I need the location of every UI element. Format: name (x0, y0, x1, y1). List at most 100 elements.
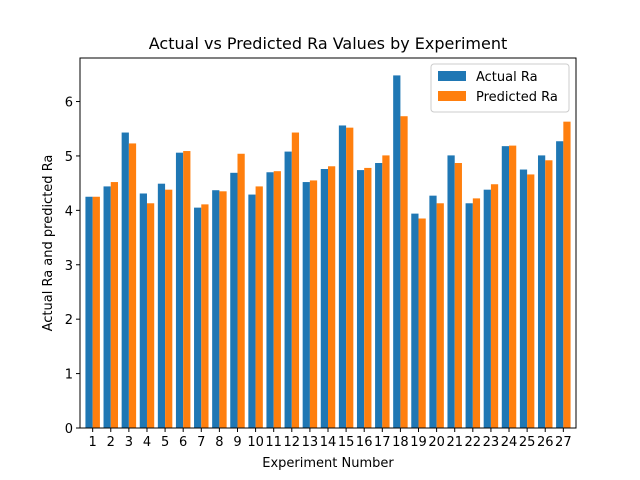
x-tick-label: 19 (410, 435, 427, 450)
bar-predicted-14 (328, 166, 336, 428)
bar-actual-9 (230, 172, 238, 428)
bar-predicted-21 (454, 163, 462, 428)
x-tick-label: 7 (197, 435, 205, 450)
bar-predicted-24 (509, 145, 517, 428)
x-tick-label: 24 (501, 435, 518, 450)
y-axis: 0 1 2 3 4 5 6 (65, 96, 80, 437)
x-tick-label: 18 (392, 435, 409, 450)
bar-predicted-15 (346, 127, 354, 429)
legend-swatch-1 (438, 91, 466, 101)
bar-predicted-12 (291, 132, 300, 429)
bar-predicted-23 (490, 184, 499, 428)
x-tick-label: 13 (302, 435, 319, 450)
bar-predicted-27 (563, 121, 571, 428)
bar-actual-6 (175, 152, 184, 428)
bar-actual-13 (302, 182, 310, 428)
bar-actual-16 (356, 170, 365, 428)
legend-label-0: Actual Ra (476, 70, 538, 85)
legend-label-1: Predicted Ra (476, 90, 558, 105)
bar-predicted-19 (418, 218, 426, 428)
bar-predicted-5 (165, 189, 173, 428)
legend-swatch-0 (438, 71, 466, 81)
y-tick-label: 0 (65, 422, 73, 437)
x-tick-label: 14 (320, 435, 337, 450)
bar-predicted-10 (255, 186, 263, 428)
bar-predicted-4 (146, 203, 155, 428)
y-tick-label: 4 (65, 204, 73, 219)
bar-actual-3 (121, 132, 129, 429)
bar-actual-15 (338, 125, 347, 428)
x-tick-label: 1 (89, 435, 97, 450)
bar-actual-10 (248, 194, 256, 428)
y-tick-label: 3 (65, 259, 73, 274)
x-tick-label: 15 (338, 435, 355, 450)
bar-actual-2 (103, 186, 111, 428)
bar-actual-14 (320, 169, 328, 428)
x-tick-label: 9 (233, 435, 241, 450)
bar-predicted-17 (382, 155, 390, 428)
x-tick-label: 25 (519, 435, 536, 450)
chart-title: Actual vs Predicted Ra Values by Experim… (149, 34, 507, 53)
bars-layer (85, 75, 571, 429)
x-tick-label: 2 (107, 435, 115, 450)
x-tick-label: 4 (143, 435, 151, 450)
x-tick-label: 3 (125, 435, 133, 450)
x-tick-label: 23 (483, 435, 500, 450)
x-tick-label: 5 (161, 435, 169, 450)
bar-actual-19 (411, 213, 419, 428)
bar-predicted-9 (237, 153, 245, 428)
bar-predicted-26 (545, 160, 553, 429)
y-tick-label: 2 (65, 313, 73, 328)
x-tick-label: 27 (555, 435, 572, 450)
bar-actual-4 (139, 193, 147, 428)
bar-actual-24 (501, 146, 510, 428)
bar-actual-12 (284, 151, 292, 428)
bar-actual-20 (429, 195, 437, 428)
bar-predicted-25 (527, 174, 535, 428)
bar-predicted-1 (92, 196, 100, 428)
x-tick-label: 8 (215, 435, 223, 450)
legend: Actual Ra Predicted Ra (430, 63, 570, 113)
bar-actual-27 (556, 141, 564, 428)
bar-predicted-6 (183, 151, 191, 429)
x-axis-title: Experiment Number (262, 456, 394, 471)
x-tick-label: 26 (537, 435, 554, 450)
bar-actual-23 (483, 189, 491, 428)
bar-actual-7 (194, 207, 202, 428)
bar-predicted-2 (110, 182, 119, 428)
y-tick-label: 1 (65, 368, 73, 383)
x-axis: 1 2 3 4 5 6 7 8 9 10 11 12 13 14 15 16 17 18 19 20 21 22 23 24 2… (89, 428, 572, 450)
bar-predicted-11 (273, 171, 281, 428)
bar-actual-22 (465, 203, 473, 428)
bar-actual-1 (85, 196, 93, 428)
x-tick-label: 17 (374, 435, 391, 450)
bar-actual-8 (212, 190, 220, 428)
bar-actual-21 (447, 155, 455, 428)
bar-actual-26 (537, 155, 546, 428)
x-tick-label: 12 (284, 435, 301, 450)
x-tick-label: 20 (428, 435, 445, 450)
x-tick-label: 16 (356, 435, 373, 450)
bar-predicted-16 (364, 167, 372, 428)
bar-actual-5 (157, 183, 166, 428)
bar-actual-17 (375, 163, 383, 428)
y-tick-label: 5 (65, 150, 73, 165)
x-tick-label: 10 (247, 435, 264, 450)
x-tick-label: 6 (179, 435, 187, 450)
bar-actual-11 (266, 172, 274, 428)
bar-predicted-8 (219, 191, 227, 428)
x-tick-label: 11 (265, 435, 282, 450)
x-tick-label: 22 (465, 435, 482, 450)
bar-predicted-22 (472, 198, 481, 428)
bar-actual-18 (393, 75, 401, 428)
x-tick-label: 21 (446, 435, 463, 450)
bar-predicted-7 (201, 204, 209, 428)
bar-actual-25 (519, 169, 528, 429)
y-axis-title: Actual Ra and predicted Ra (41, 155, 56, 332)
y-tick-label: 6 (65, 96, 73, 111)
bar-predicted-3 (128, 143, 137, 428)
bar-predicted-13 (309, 180, 318, 428)
bar-predicted-20 (436, 203, 444, 428)
bar-predicted-18 (400, 116, 408, 428)
